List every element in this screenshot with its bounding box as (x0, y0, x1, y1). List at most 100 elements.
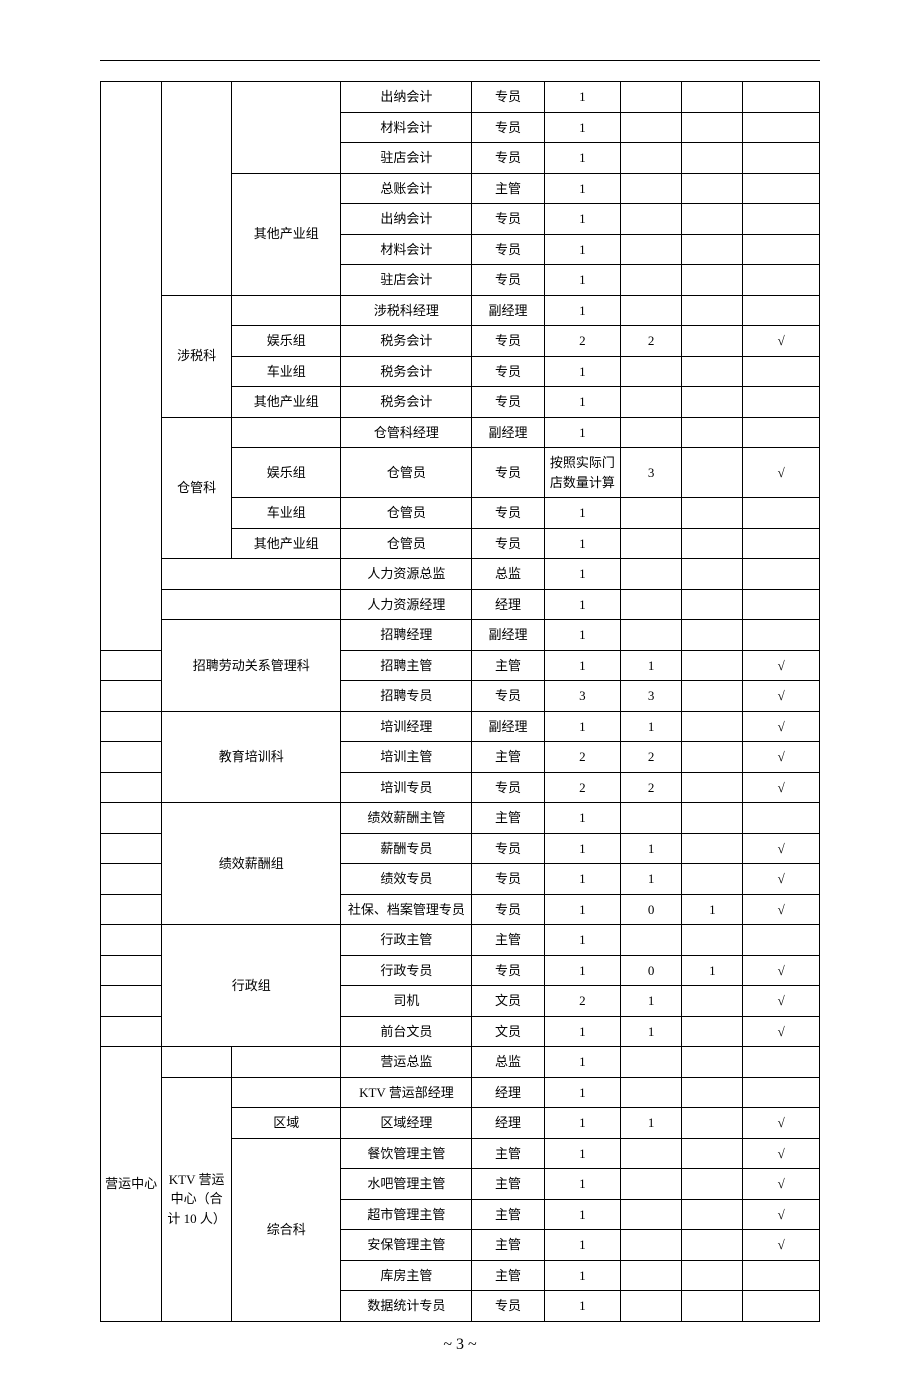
cell: 主管 (472, 742, 544, 773)
cell: 招聘劳动关系管理科 (162, 620, 341, 712)
cell: 1 (544, 234, 620, 265)
cell (621, 559, 682, 590)
cell (621, 528, 682, 559)
staffing-table: 出纳会计专员1材料会计专员1驻店会计专员1其他产业组总账会计主管1出纳会计专员1… (100, 81, 820, 1322)
cell (682, 864, 743, 895)
table-row: 仓管科仓管科经理副经理1 (101, 417, 820, 448)
cell: 专员 (472, 448, 544, 498)
cell: 2 (621, 326, 682, 357)
cell (743, 559, 820, 590)
cell: √ (743, 326, 820, 357)
top-rule (100, 60, 820, 61)
cell: 专员 (472, 772, 544, 803)
table-row: KTV 营运中心（合计 10 人）KTV 营运部经理经理1 (101, 1077, 820, 1108)
cell (682, 356, 743, 387)
cell: 社保、档案管理专员 (341, 894, 472, 925)
cell: 库房主管 (341, 1260, 472, 1291)
cell (682, 650, 743, 681)
cell: 1 (544, 650, 620, 681)
cell (682, 1230, 743, 1261)
cell (743, 1077, 820, 1108)
cell: 1 (621, 986, 682, 1017)
cell: 车业组 (232, 498, 341, 529)
cell: √ (743, 681, 820, 712)
cell: √ (743, 864, 820, 895)
table-row: 营运中心营运总监总监1 (101, 1047, 820, 1078)
cell: 区域 (232, 1108, 341, 1139)
cell: 安保管理主管 (341, 1230, 472, 1261)
cell: 专员 (472, 112, 544, 143)
cell (621, 1230, 682, 1261)
cell: 娱乐组 (232, 326, 341, 357)
cell: 1 (621, 1108, 682, 1139)
cell: 经理 (472, 589, 544, 620)
cell: 餐饮管理主管 (341, 1138, 472, 1169)
cell: 2 (544, 772, 620, 803)
cell: 主管 (472, 1260, 544, 1291)
cell: 仓管员 (341, 448, 472, 498)
cell (743, 265, 820, 296)
cell: 主管 (472, 173, 544, 204)
cell (621, 1138, 682, 1169)
cell (743, 620, 820, 651)
cell: 仓管员 (341, 528, 472, 559)
cell: 人力资源经理 (341, 589, 472, 620)
cell: 2 (544, 326, 620, 357)
cell (743, 1047, 820, 1078)
cell: 1 (544, 711, 620, 742)
cell (682, 925, 743, 956)
cell: 培训主管 (341, 742, 472, 773)
cell (232, 295, 341, 326)
cell: 经理 (472, 1077, 544, 1108)
cell (743, 417, 820, 448)
cell (101, 986, 162, 1017)
cell: 1 (544, 1169, 620, 1200)
cell (621, 1047, 682, 1078)
cell: 0 (621, 955, 682, 986)
cell (621, 498, 682, 529)
cell (621, 1077, 682, 1108)
cell: 1 (544, 894, 620, 925)
cell: 行政主管 (341, 925, 472, 956)
cell (743, 356, 820, 387)
cell: 招聘专员 (341, 681, 472, 712)
cell (682, 803, 743, 834)
cell: 1 (544, 1291, 620, 1322)
cell: 1 (682, 955, 743, 986)
cell: 1 (544, 1260, 620, 1291)
table-row: 涉税科涉税科经理副经理1 (101, 295, 820, 326)
cell: √ (743, 1108, 820, 1139)
cell: 营运中心 (101, 1047, 162, 1322)
cell (101, 864, 162, 895)
cell: 1 (544, 864, 620, 895)
cell (682, 1199, 743, 1230)
cell: 1 (544, 803, 620, 834)
cell (232, 1047, 341, 1078)
cell: 税务会计 (341, 387, 472, 418)
cell: 娱乐组 (232, 448, 341, 498)
cell (232, 1077, 341, 1108)
cell (682, 417, 743, 448)
cell: 主管 (472, 650, 544, 681)
cell: 1 (544, 265, 620, 296)
cell: 绩效薪酬组 (162, 803, 341, 925)
cell: 2 (621, 772, 682, 803)
cell: 1 (682, 894, 743, 925)
cell: 1 (544, 833, 620, 864)
cell (682, 1138, 743, 1169)
cell: 数据统计专员 (341, 1291, 472, 1322)
cell: 主管 (472, 925, 544, 956)
cell: 综合科 (232, 1138, 341, 1321)
cell: 1 (544, 387, 620, 418)
cell: 培训专员 (341, 772, 472, 803)
table-row: 人力资源总监总监1 (101, 559, 820, 590)
cell: 出纳会计 (341, 204, 472, 235)
cell: √ (743, 448, 820, 498)
cell: √ (743, 772, 820, 803)
cell (682, 711, 743, 742)
cell: 副经理 (472, 620, 544, 651)
cell (162, 589, 341, 620)
cell: 其他产业组 (232, 387, 341, 418)
cell: √ (743, 833, 820, 864)
cell (621, 234, 682, 265)
